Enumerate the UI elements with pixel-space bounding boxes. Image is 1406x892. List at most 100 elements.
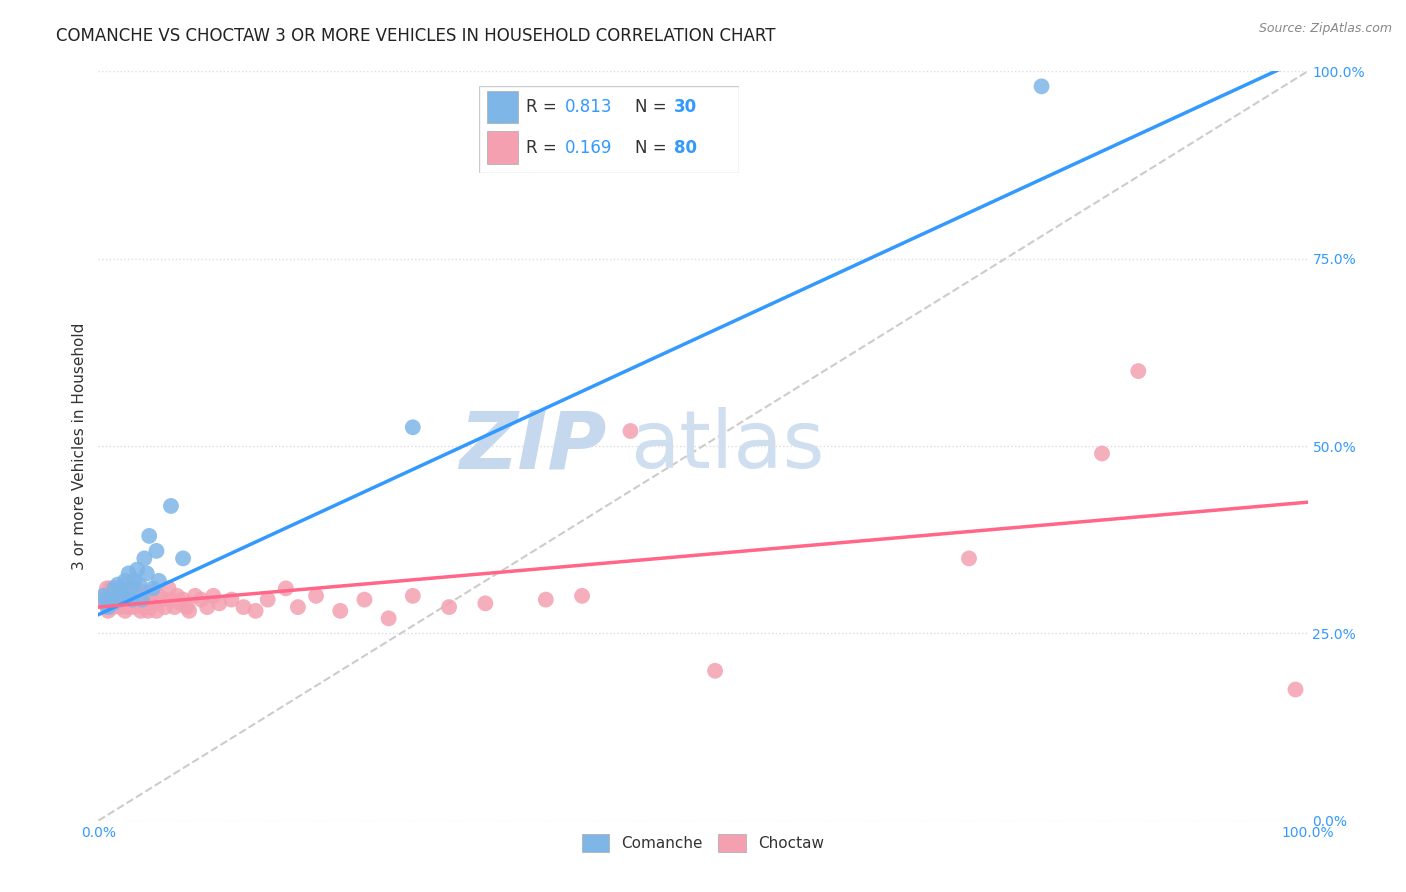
Point (121, 592, 143, 607)
Point (100, 592, 122, 607)
Point (104, 585, 127, 599)
Point (142, 582, 165, 596)
Point (139, 600, 162, 615)
Point (134, 551, 156, 566)
Point (103, 592, 125, 607)
Point (437, 600, 460, 615)
Point (163, 600, 186, 615)
Point (134, 600, 156, 615)
Point (110, 582, 132, 596)
Point (145, 604, 167, 618)
Point (125, 592, 148, 607)
Point (118, 592, 141, 607)
Point (97, 604, 120, 618)
Point (94, 592, 117, 607)
Point (97, 600, 120, 615)
Point (127, 589, 149, 603)
Point (172, 592, 194, 607)
Point (96, 582, 118, 596)
Point (107, 577, 129, 591)
Point (108, 582, 131, 596)
Text: COMANCHE VS CHOCTAW 3 OR MORE VEHICLES IN HOUSEHOLD CORRELATION CHART: COMANCHE VS CHOCTAW 3 OR MORE VEHICLES I… (56, 27, 776, 45)
Point (402, 589, 425, 603)
Point (221, 592, 243, 607)
Point (129, 604, 152, 618)
Point (172, 551, 194, 566)
Point (153, 600, 176, 615)
Point (105, 596, 128, 610)
Point (91, 589, 114, 603)
Point (305, 589, 328, 603)
Point (377, 611, 399, 625)
Point (120, 582, 142, 596)
Point (619, 424, 641, 438)
Point (957, 551, 980, 566)
Point (169, 596, 191, 610)
Point (122, 582, 145, 596)
Point (1031, 79, 1053, 94)
Point (353, 592, 375, 607)
Point (166, 589, 188, 603)
Point (118, 600, 141, 615)
Point (110, 589, 132, 603)
Point (100, 582, 122, 596)
Point (232, 600, 254, 615)
Point (101, 600, 124, 615)
Point (148, 574, 170, 588)
Point (534, 592, 557, 607)
Point (128, 577, 150, 591)
Text: ZIP: ZIP (458, 407, 606, 485)
Point (117, 585, 139, 599)
Point (135, 566, 157, 581)
Point (118, 566, 141, 581)
Point (136, 604, 159, 618)
Point (108, 592, 131, 607)
Point (329, 604, 352, 618)
Point (120, 589, 142, 603)
Text: Source: ZipAtlas.com: Source: ZipAtlas.com (1258, 22, 1392, 36)
Point (107, 589, 129, 603)
Point (245, 604, 267, 618)
Point (138, 529, 160, 543)
Point (111, 585, 134, 599)
Point (184, 589, 207, 603)
Point (402, 420, 425, 434)
Y-axis label: 3 or more Vehicles in Household: 3 or more Vehicles in Household (72, 322, 87, 570)
Point (1091, 446, 1114, 460)
Point (1128, 364, 1150, 378)
Point (91, 592, 114, 607)
Point (100, 589, 122, 603)
Point (157, 582, 180, 596)
Point (115, 592, 138, 607)
Point (571, 589, 593, 603)
Point (108, 592, 131, 607)
Point (141, 585, 163, 599)
Point (287, 600, 309, 615)
Text: atlas: atlas (630, 407, 825, 485)
Point (100, 592, 122, 607)
Point (127, 563, 149, 577)
Point (131, 592, 153, 607)
Point (208, 596, 231, 610)
Point (474, 596, 496, 610)
Point (127, 596, 149, 610)
Point (114, 574, 136, 588)
Point (138, 592, 160, 607)
Point (124, 600, 146, 615)
Point (117, 589, 139, 603)
Point (105, 589, 128, 603)
Point (195, 600, 218, 615)
Point (111, 596, 134, 610)
Point (160, 499, 183, 513)
Point (132, 585, 155, 599)
Point (112, 582, 135, 596)
Point (124, 574, 146, 588)
Point (160, 592, 183, 607)
Point (103, 582, 125, 596)
Point (94, 589, 117, 603)
Point (135, 592, 157, 607)
Point (190, 592, 212, 607)
Point (179, 604, 201, 618)
Point (145, 544, 167, 558)
Point (108, 600, 131, 615)
